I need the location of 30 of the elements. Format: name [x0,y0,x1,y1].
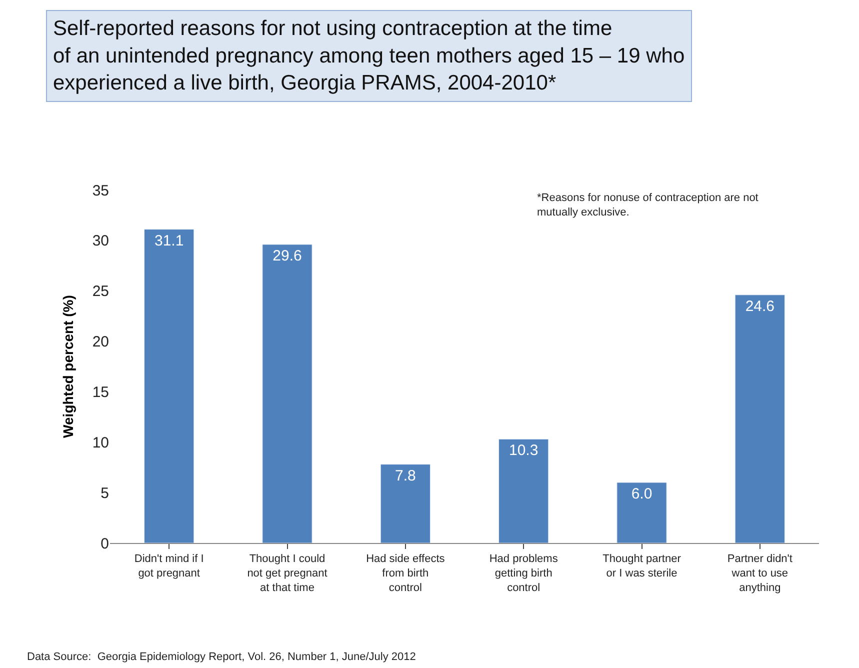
y-tick-label: 30 [92,232,109,250]
bar [380,464,430,543]
bar [498,438,549,543]
data-label: 7.8 [394,467,416,484]
data-label: 31.1 [154,232,184,250]
x-tick-label: Thought partner or I was sterile [602,553,682,580]
chart-title: Self-reported reasons for not using contraception at the time of an unintended pregnancy among teen mothers aged 15 – 19 who experienced a live birth, Georgia PRAMS, 2004-2010* [53,17,685,95]
y-tick-label: 35 [92,182,109,200]
x-tick-label: Didn't mind if I got pregnant [134,553,204,580]
y-tick-label: 10 [92,434,109,452]
data-label: 29.6 [272,247,302,264]
data-label: 24.6 [745,298,775,315]
y-tick-label: 15 [92,384,109,401]
x-tick-label: Thought I could not get pregnant at that time [247,553,328,594]
x-tick-label: Had side effects from birth control [366,553,446,594]
y-tick-label: 5 [100,484,109,502]
data-label: 10.3 [508,442,538,460]
y-tick-label: 20 [92,334,109,351]
bar [734,294,785,543]
x-tick-label: Partner didn't want to use anything [727,553,792,594]
y-tick-label: 0 [100,535,109,552]
y-axis-title: Weighted percent (%) [60,295,76,438]
y-tick-label: 25 [92,283,109,300]
x-tick-label: Had problems getting birth control [489,553,558,594]
annotation: *Reasons for nonuse of contraception are not mutually exclusive. [537,192,758,218]
data-label: 6.0 [631,485,652,502]
bar [262,244,312,543]
bar [144,229,194,543]
bar [616,482,667,543]
source-note: Data Source: Georgia Epidemiology Report, Vol. 26, Number 1, June/July 2012 [27,651,416,663]
